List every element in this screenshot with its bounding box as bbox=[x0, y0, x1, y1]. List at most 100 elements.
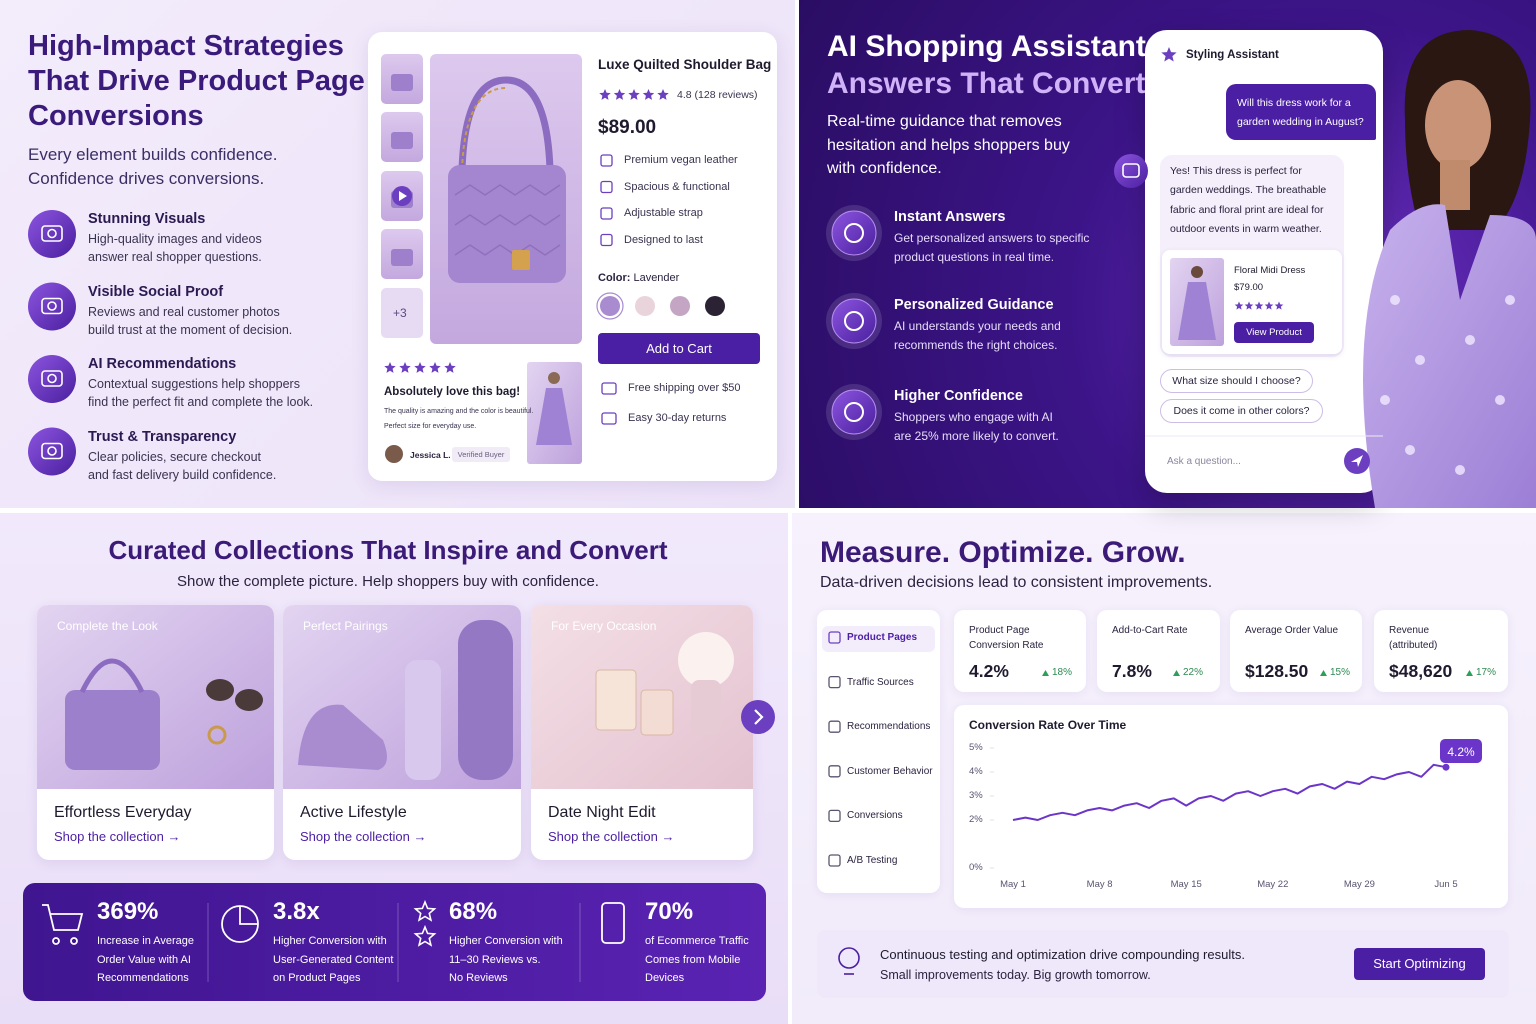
nav-item[interactable]: Recommendations bbox=[847, 721, 931, 733]
description: with confidence. bbox=[827, 160, 942, 177]
model-neck bbox=[1440, 160, 1470, 210]
add-to-cart-button[interactable] bbox=[598, 333, 760, 364]
start-optimizing-button[interactable] bbox=[1354, 948, 1485, 980]
dress-flower bbox=[1390, 295, 1400, 305]
feature-text: High-quality images and videos bbox=[88, 232, 262, 246]
suggestion-name: Floral Midi Dress bbox=[1234, 265, 1306, 276]
y-tick-label: 0% bbox=[969, 862, 983, 873]
feature-icon bbox=[831, 210, 877, 256]
kpi-change: 17% bbox=[1476, 667, 1497, 678]
flowers bbox=[678, 632, 734, 688]
star-icon bbox=[1274, 301, 1284, 310]
button-label[interactable]: Add to Cart bbox=[646, 341, 712, 356]
view-product-button[interactable] bbox=[1234, 322, 1314, 343]
nav-item[interactable]: Customer Behavior bbox=[847, 765, 933, 777]
line-series bbox=[1012, 763, 1447, 821]
suggestion-chip[interactable] bbox=[1160, 399, 1323, 423]
kpi-change: 15% bbox=[1330, 667, 1351, 678]
feature-title: Personalized Guidance bbox=[894, 297, 1054, 313]
nav-item[interactable]: Traffic Sources bbox=[847, 676, 914, 688]
stat-text: Comes from Mobile bbox=[645, 953, 741, 966]
star-icon bbox=[1264, 301, 1274, 310]
star-icon bbox=[414, 362, 426, 373]
stat-icon bbox=[42, 904, 84, 931]
subtitle: Data-driven decisions lead to consistent… bbox=[820, 574, 1213, 591]
review-text: Perfect size for everyday use. bbox=[384, 423, 477, 430]
model-dress bbox=[1363, 204, 1536, 508]
stat-value: 369% bbox=[97, 898, 159, 925]
reviewer-avatar bbox=[385, 445, 403, 463]
collection-link[interactable]: Shop the collection → bbox=[54, 829, 181, 844]
description: Real-time guidance that removes bbox=[827, 113, 1062, 130]
stat-icon bbox=[239, 906, 258, 925]
nav-item[interactable]: Product Pages bbox=[847, 632, 918, 643]
kpi-up-arrow bbox=[1042, 670, 1049, 676]
feature-icon-glyph bbox=[41, 225, 63, 242]
bag-handle bbox=[79, 658, 145, 694]
feature-text: Contextual suggestions help shoppers bbox=[88, 377, 300, 391]
feature-title: Stunning Visuals bbox=[88, 211, 206, 227]
chat-header: Styling Assistant bbox=[1186, 49, 1279, 61]
feature-text: and fast delivery build confidence. bbox=[88, 467, 277, 482]
suggestion-chip-label[interactable]: What size should I choose? bbox=[1172, 375, 1301, 387]
chart-title: Conversion Rate Over Time bbox=[969, 718, 1127, 732]
bag-body bbox=[448, 165, 566, 283]
collection-link[interactable]: Shop the collection → bbox=[548, 829, 675, 844]
chat-input[interactable] bbox=[1158, 446, 1338, 476]
bag-body bbox=[65, 690, 160, 770]
nav-item[interactable]: Conversions bbox=[847, 810, 903, 822]
feature-icon-glyph bbox=[47, 301, 57, 311]
suggestion-chip-label[interactable]: Does it come in other colors? bbox=[1173, 405, 1310, 417]
thumbnail-bag bbox=[391, 249, 413, 266]
button-label[interactable]: View Product bbox=[1246, 327, 1302, 338]
yoga-mat bbox=[458, 620, 513, 780]
highlight-icon bbox=[600, 154, 613, 167]
stat-text: User-Generated Content bbox=[273, 953, 394, 966]
suggestion-chip[interactable] bbox=[1160, 369, 1313, 393]
bag-handle bbox=[458, 76, 554, 171]
color-swatch bbox=[670, 296, 690, 316]
more-thumbnails[interactable]: +3 bbox=[393, 306, 407, 320]
color-label: Color: bbox=[598, 272, 631, 284]
y-tick-label: 2% bbox=[969, 814, 983, 825]
nav-item[interactable]: A/B Testing bbox=[847, 855, 898, 866]
thumbnail-bag bbox=[391, 132, 413, 149]
stat-value: 68% bbox=[449, 898, 498, 925]
color-swatch bbox=[705, 296, 725, 316]
y-tick-label: 3% bbox=[969, 790, 983, 801]
review-photo-head bbox=[548, 372, 560, 384]
star-icon bbox=[599, 89, 611, 100]
feature-title: AI Recommendations bbox=[88, 356, 237, 372]
stat-text: Increase in Average bbox=[97, 935, 195, 947]
title: Curated Collections That Inspire and Con… bbox=[108, 535, 668, 565]
chart-card bbox=[954, 705, 1508, 908]
star-icon bbox=[399, 362, 411, 373]
stat-text: Higher Conversion with bbox=[273, 935, 387, 947]
bag-clasp bbox=[512, 250, 530, 270]
feature-icon-glyph bbox=[41, 370, 63, 387]
title: AI Shopping Assistant bbox=[827, 30, 1146, 63]
kpi-card bbox=[1230, 610, 1362, 692]
bot-message-text: garden weddings. The breathable bbox=[1170, 184, 1327, 197]
product-perk: Easy 30-day returns bbox=[628, 412, 727, 424]
bot-message-text: fabric and floral print are ideal for bbox=[1170, 203, 1324, 216]
verified-badge bbox=[452, 447, 510, 462]
star-icon bbox=[429, 362, 441, 373]
feature-text: are 25% more likely to convert. bbox=[894, 429, 1059, 443]
collection-link[interactable]: Shop the collection → bbox=[300, 829, 427, 844]
kpi-value: 7.8% bbox=[1112, 661, 1152, 681]
feature-icon-glyph bbox=[844, 402, 864, 422]
value-label: 4.2% bbox=[1447, 745, 1475, 760]
button-label[interactable]: Start Optimizing bbox=[1373, 956, 1466, 971]
water-bottle bbox=[405, 660, 441, 780]
feature-text: Reviews and real customer photos bbox=[88, 304, 280, 319]
title: Conversions bbox=[28, 100, 204, 132]
stat-text: Order Value with AI bbox=[97, 953, 191, 966]
feature-icon bbox=[28, 282, 76, 331]
nav-icon bbox=[828, 720, 841, 733]
x-tick-label: Jun 5 bbox=[1434, 879, 1458, 890]
color-swatch bbox=[600, 296, 620, 316]
verified-badge-label: Verified Buyer bbox=[457, 450, 505, 459]
dress-flower bbox=[1505, 295, 1515, 305]
